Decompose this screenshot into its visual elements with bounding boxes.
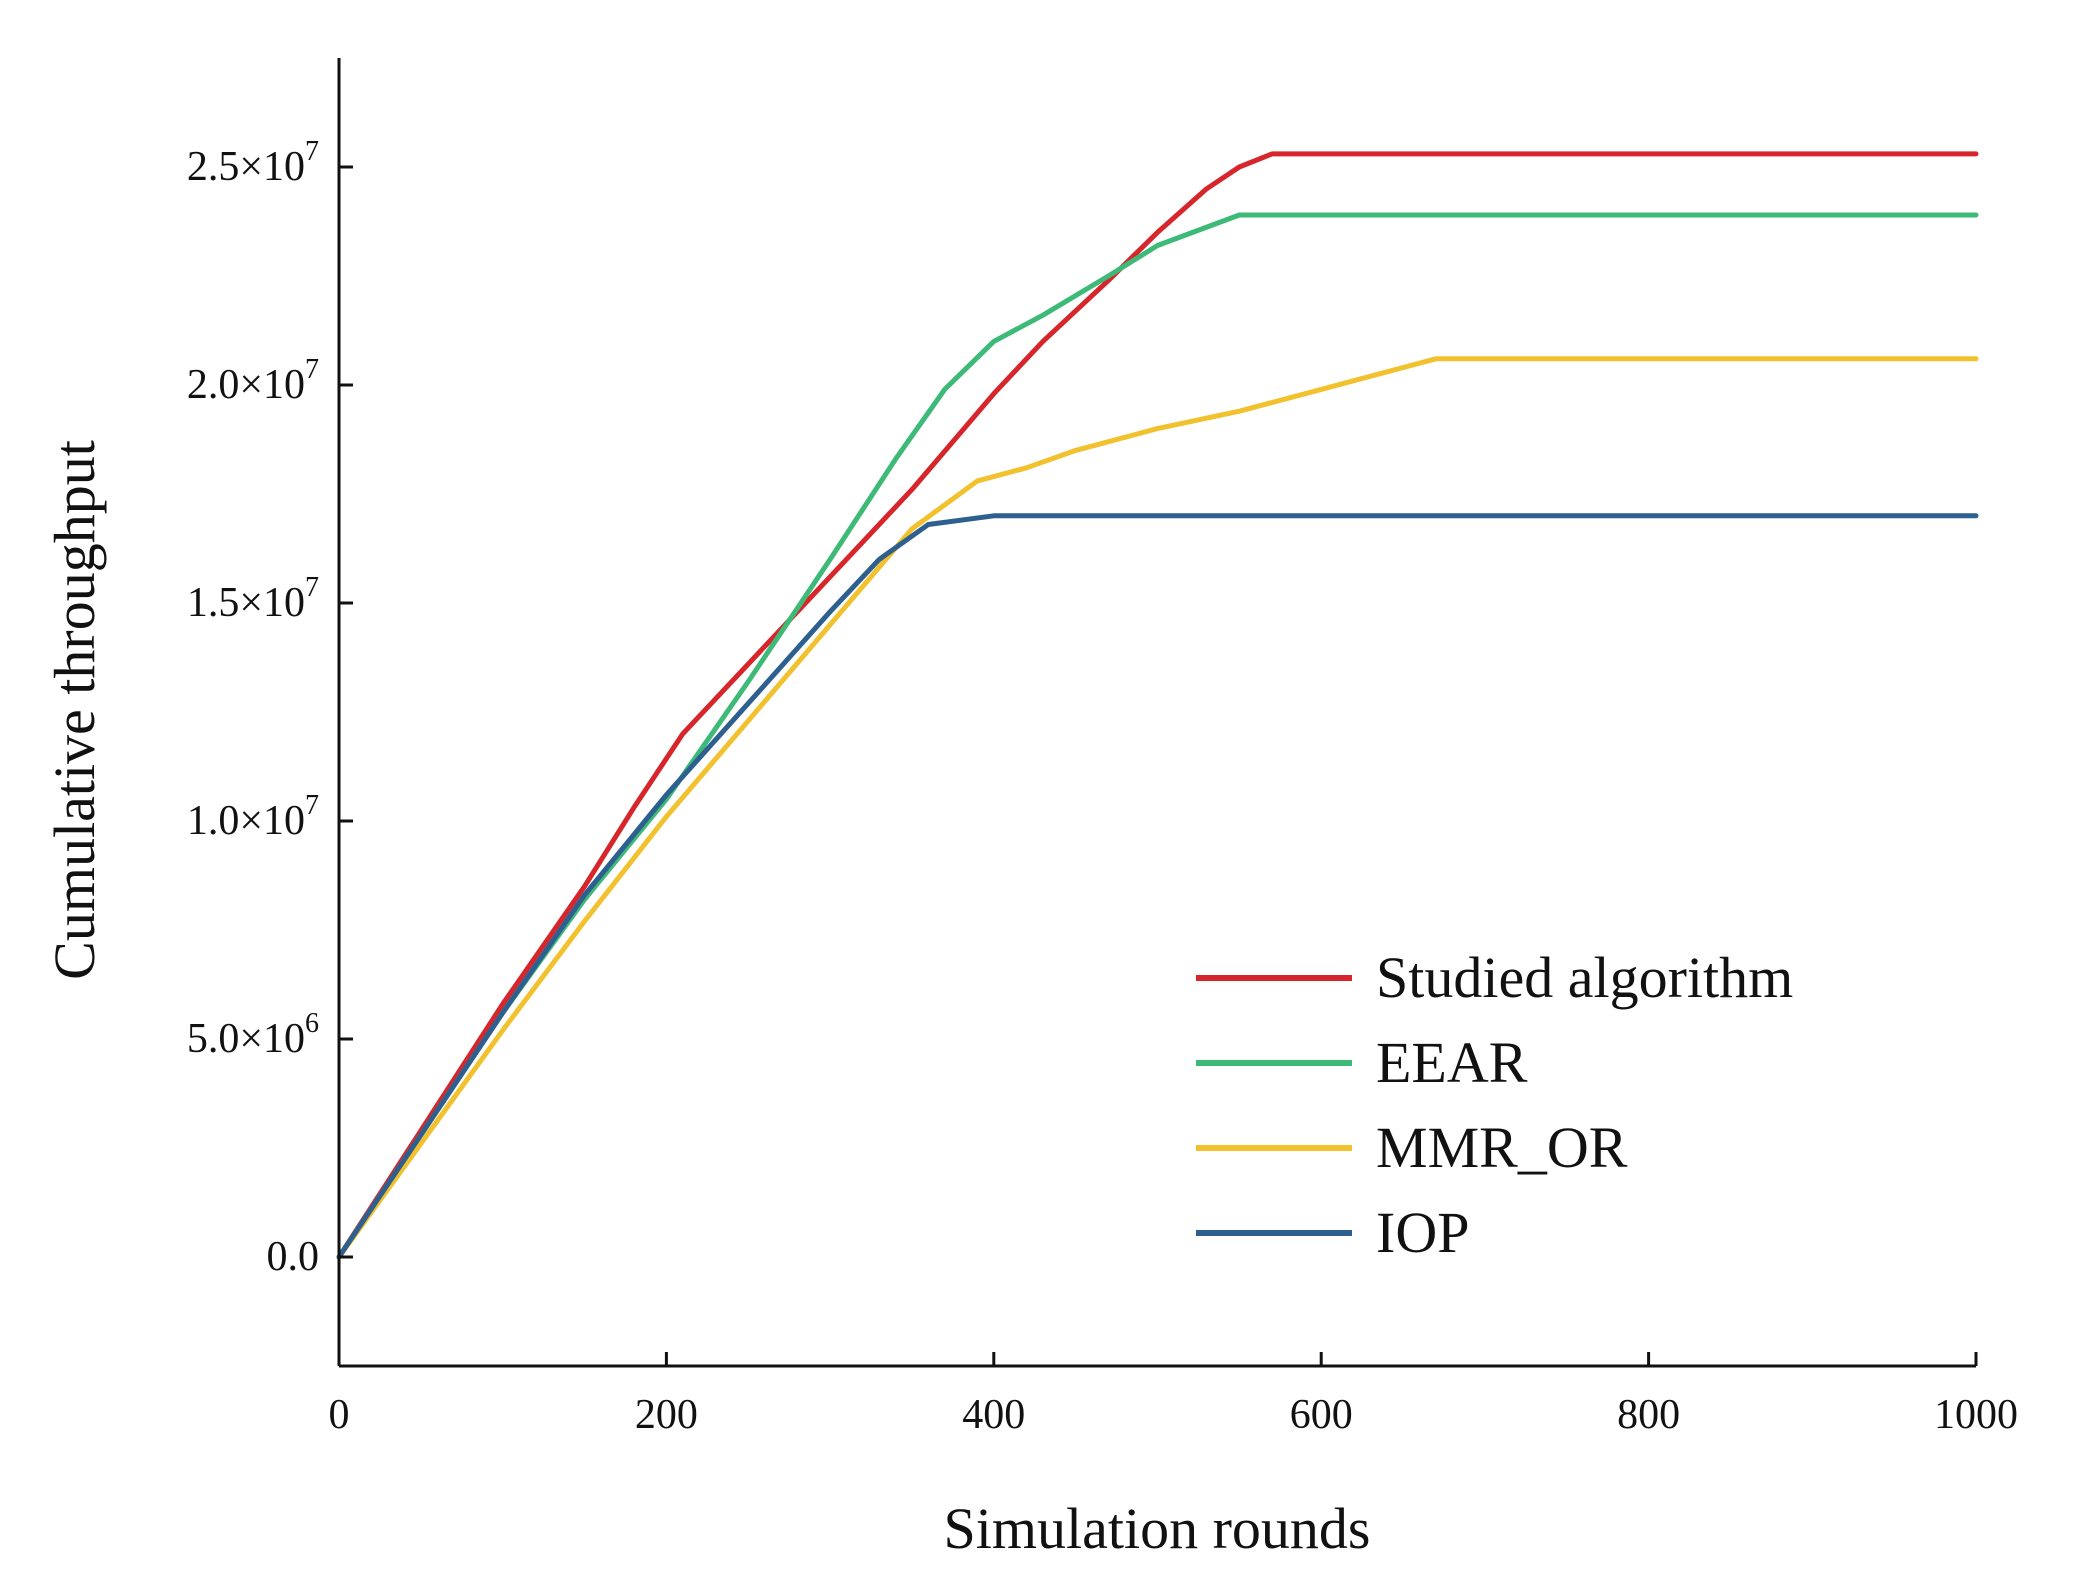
y-axis-ticks: 0.0 5.0×106 1.0×107 1.5×107 2.0×107 2.5×107 [187,136,353,1280]
legend-label: Studied algorithm [1376,945,1793,1010]
x-axis-title: Simulation rounds [944,1496,1371,1561]
legend-label: IOP [1376,1200,1469,1265]
y-tick-label: 1.5×107 [187,572,319,626]
x-tick-label: 0 [329,1392,350,1438]
legend-label: MMR_OR [1376,1115,1628,1180]
y-tick-label: 2.5×107 [187,136,319,190]
y-tick-label: 0.0 [267,1234,320,1280]
series-line-iop [336,513,1979,1260]
plot-area: 0 200 400 600 800 1000 0.0 5.0×106 1.0×107 1.5×1… [187,58,2018,1438]
series-line-studied-algorithm [336,151,1979,1260]
series-line-mmr-or [336,356,1979,1260]
x-tick-label: 1000 [1934,1392,2018,1438]
x-tick-label: 400 [962,1392,1025,1438]
y-tick-label: 1.0×107 [187,790,319,844]
x-tick-label: 600 [1290,1392,1353,1438]
y-tick-label: 2.0×107 [187,354,319,408]
legend-label: EEAR [1376,1030,1528,1095]
legend: Studied algorithm EEAR MMR_OR IOP [1196,945,1793,1265]
x-axis-ticks: 0 200 400 600 800 1000 [329,1352,2018,1438]
x-tick-label: 200 [635,1392,698,1438]
x-tick-label: 800 [1617,1392,1680,1438]
y-axis-title: Cumulative throughput [42,440,107,980]
series-line-eear [336,212,1979,1260]
series-lines [336,151,1979,1260]
y-tick-label: 5.0×106 [187,1008,319,1062]
